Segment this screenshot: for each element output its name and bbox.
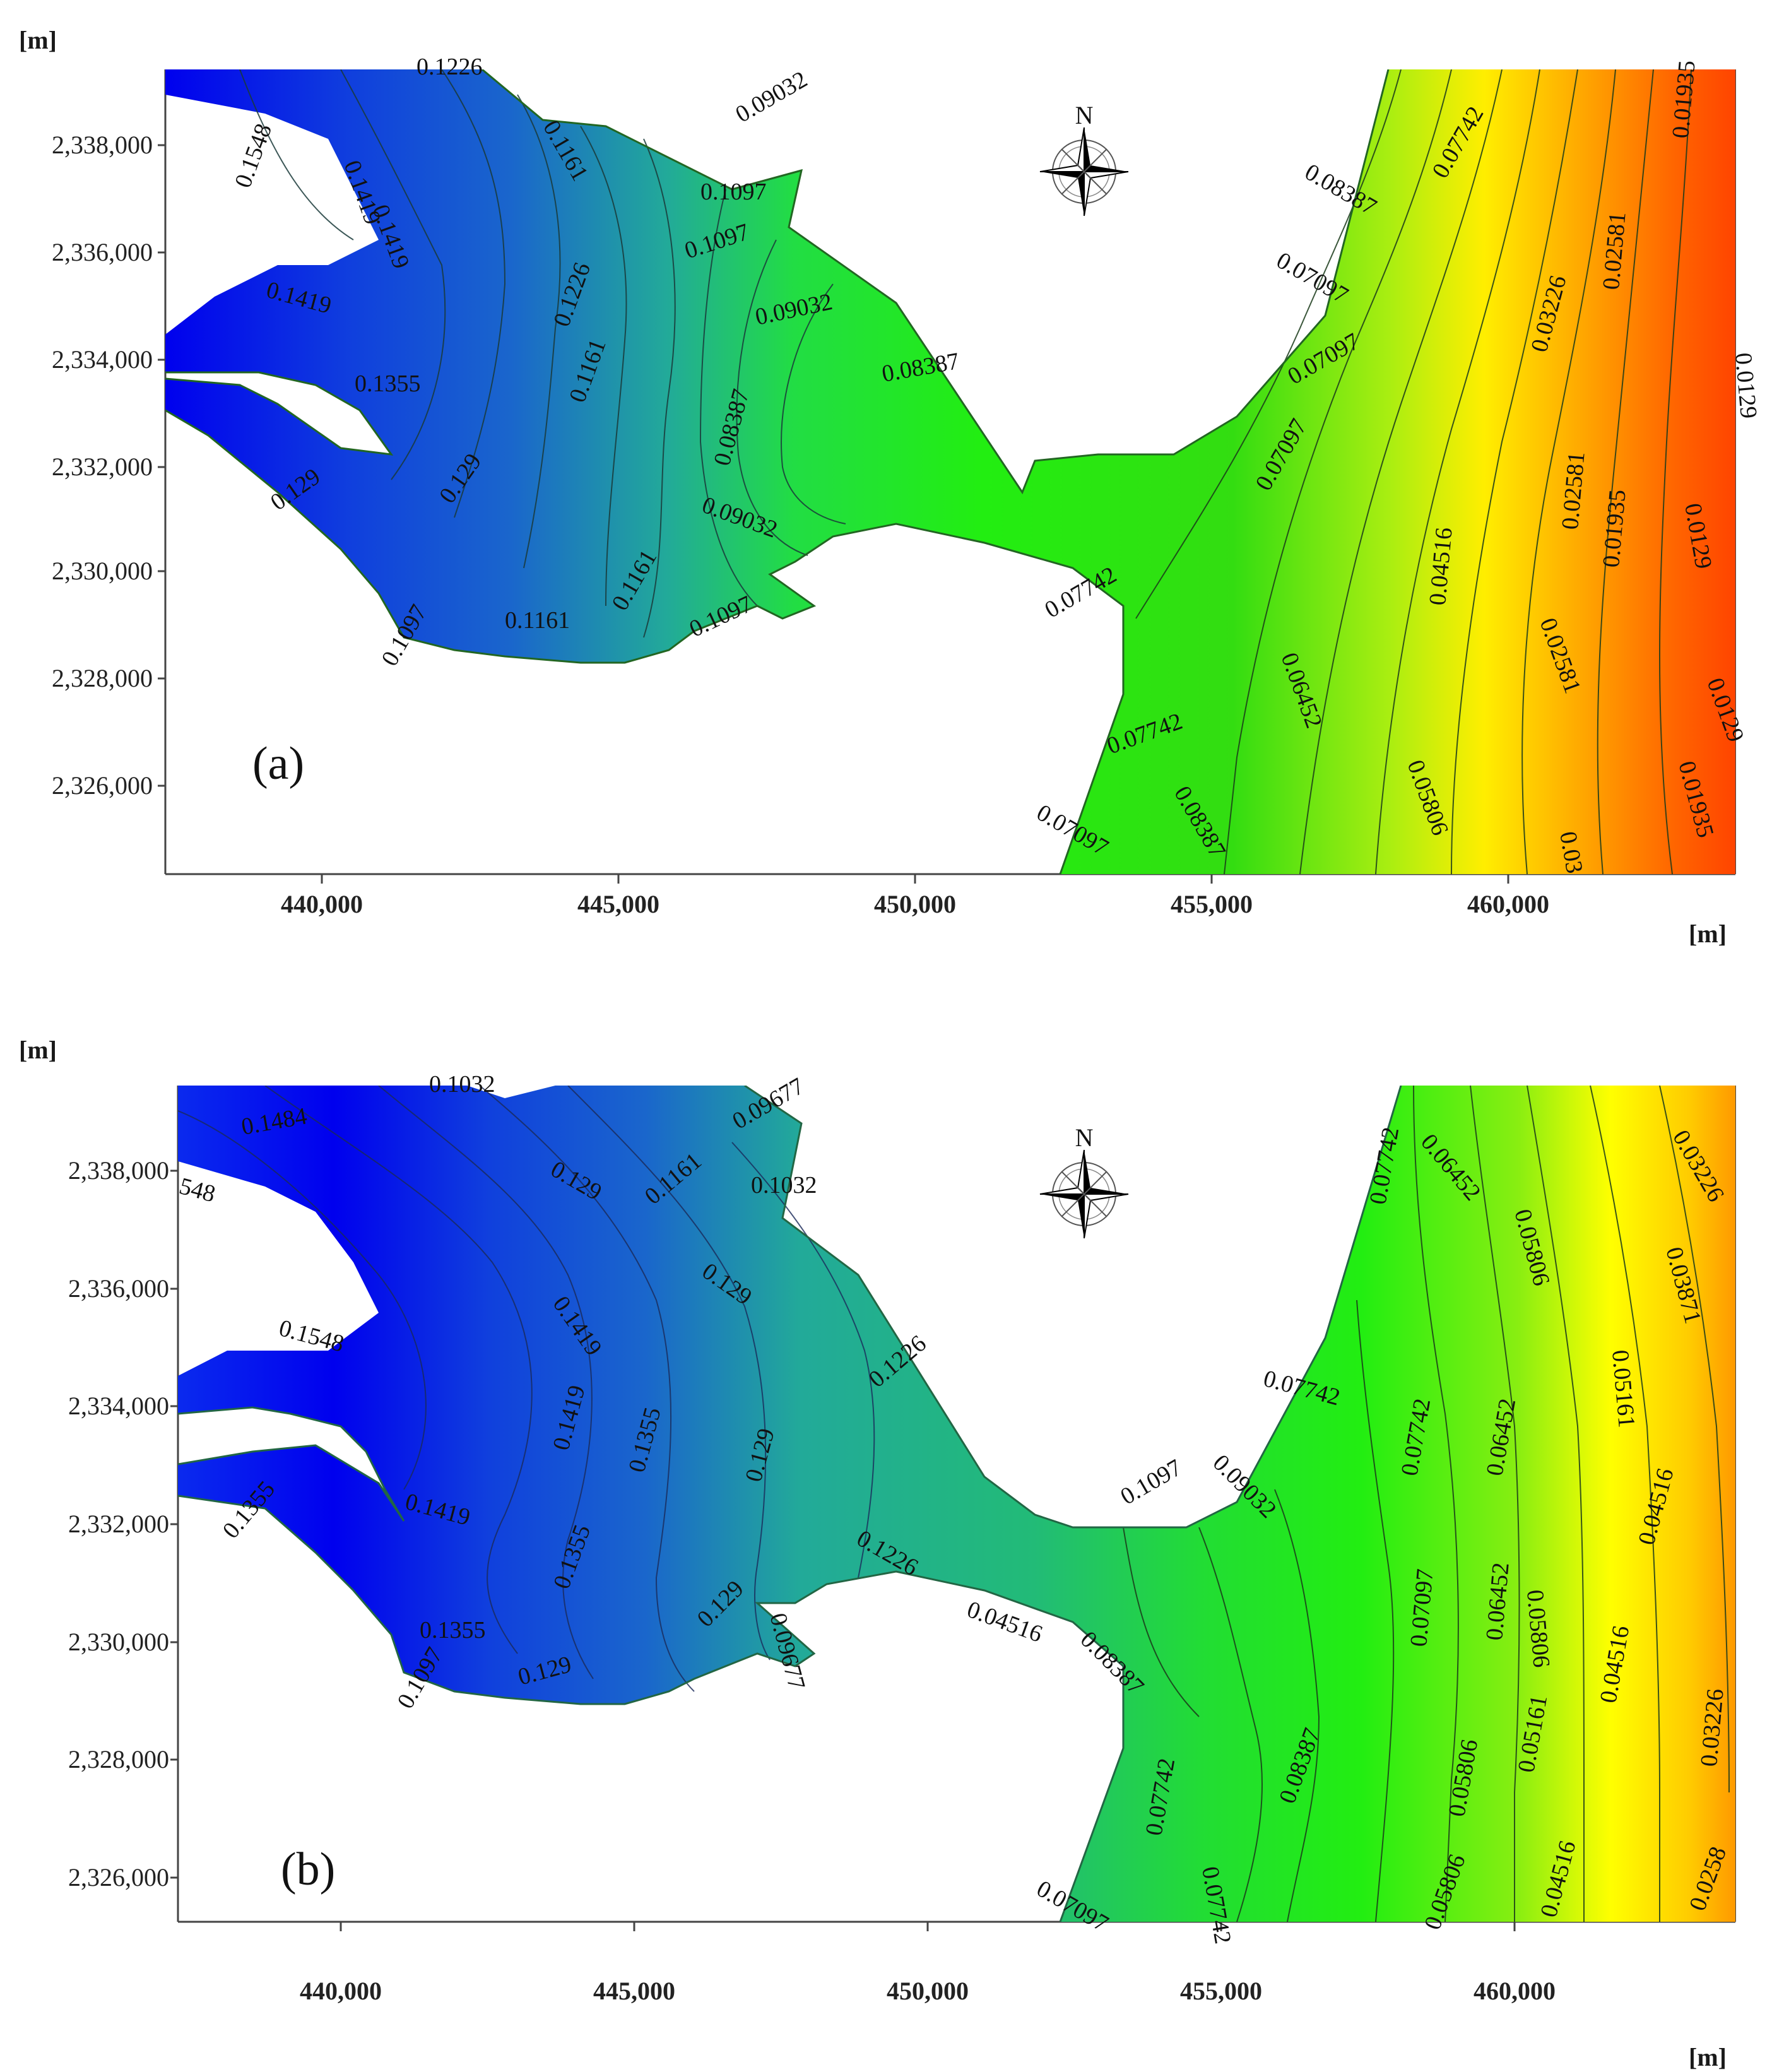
panel-label-b: (b) xyxy=(281,1844,336,1895)
contour-label: 0.1355 xyxy=(355,370,421,397)
y-tick-label: 2,334,000 xyxy=(52,345,153,374)
x-tick-label: 455,000 xyxy=(1171,890,1253,918)
contour-label: 0.1097 xyxy=(1116,1454,1186,1510)
x-tick-label: 445,000 xyxy=(593,1977,675,2005)
contour-map-b: 2,326,000 2,328,000 2,330,000 2,332,000 … xyxy=(68,1071,1736,2005)
x-axis-unit: [m] xyxy=(1689,2043,1727,2071)
x-tick-label: 440,000 xyxy=(300,1977,382,2005)
x-ticks-a: 440,000 445,000 450,000 455,000 460,000 xyxy=(281,874,1549,918)
x-axis-unit: [m] xyxy=(1689,920,1727,948)
contour-label: 0.1032 xyxy=(751,1172,817,1199)
contour-label: 0.09032 xyxy=(731,66,812,128)
north-arrow-icon: N xyxy=(1039,1123,1129,1239)
y-tick-label: 2,332,000 xyxy=(68,1510,169,1538)
y-tick-label: 2,330,000 xyxy=(68,1628,169,1656)
x-tick-label: 460,000 xyxy=(1474,1977,1556,2005)
y-ticks-b: 2,326,000 2,328,000 2,330,000 2,332,000 … xyxy=(68,1156,178,1891)
contour-label: 0.1355 xyxy=(420,1617,486,1643)
contour-label: 0.1226 xyxy=(416,54,483,80)
panel-a: [m] [m] xyxy=(0,0,1772,959)
x-tick-label: 450,000 xyxy=(887,1977,969,2005)
y-ticks-a: 2,326,000 2,328,000 2,330,000 2,332,000 … xyxy=(52,131,165,800)
x-tick-label: 450,000 xyxy=(874,890,956,918)
y-tick-label: 2,326,000 xyxy=(68,1863,169,1891)
x-tick-label: 455,000 xyxy=(1180,1977,1262,2005)
y-tick-label: 2,326,000 xyxy=(52,771,153,800)
y-tick-label: 2,328,000 xyxy=(52,664,153,692)
x-tick-label: 445,000 xyxy=(577,890,659,918)
contour-label: 0.1161 xyxy=(505,607,570,634)
north-arrow-icon: N xyxy=(1039,101,1129,216)
x-ticks-b: 440,000 445,000 450,000 455,000 460,000 xyxy=(300,1922,1556,2005)
contour-label: 0.1032 xyxy=(429,1071,495,1098)
contour-label: 548 xyxy=(177,1173,218,1207)
contour-label: 0.1097 xyxy=(700,179,767,205)
contour-map-a: 2,326,000 2,328,000 2,330,000 2,332,000 … xyxy=(52,54,1762,918)
y-axis-unit: [m] xyxy=(19,1036,57,1064)
y-tick-label: 2,336,000 xyxy=(68,1274,169,1303)
water-body-b xyxy=(178,1086,1735,1922)
panel-label-a: (a) xyxy=(252,738,305,790)
north-arrow-label: N xyxy=(1075,101,1094,129)
contour-label: 0.1548 xyxy=(230,121,277,192)
water-body-a xyxy=(165,69,1735,874)
y-tick-label: 2,332,000 xyxy=(52,453,153,481)
y-tick-label: 2,338,000 xyxy=(68,1156,169,1185)
y-tick-label: 2,330,000 xyxy=(52,557,153,585)
x-tick-label: 460,000 xyxy=(1467,890,1549,918)
y-tick-label: 2,338,000 xyxy=(52,131,153,159)
north-arrow-label: N xyxy=(1075,1123,1094,1152)
y-tick-label: 2,334,000 xyxy=(68,1392,169,1420)
y-tick-label: 2,328,000 xyxy=(68,1745,169,1773)
y-axis-unit: [m] xyxy=(19,26,57,54)
x-tick-label: 440,000 xyxy=(281,890,363,918)
contour-label: 0.0129 xyxy=(1730,352,1762,420)
y-tick-label: 2,336,000 xyxy=(52,238,153,266)
panel-b: [m] [m] xyxy=(0,1035,1772,2071)
